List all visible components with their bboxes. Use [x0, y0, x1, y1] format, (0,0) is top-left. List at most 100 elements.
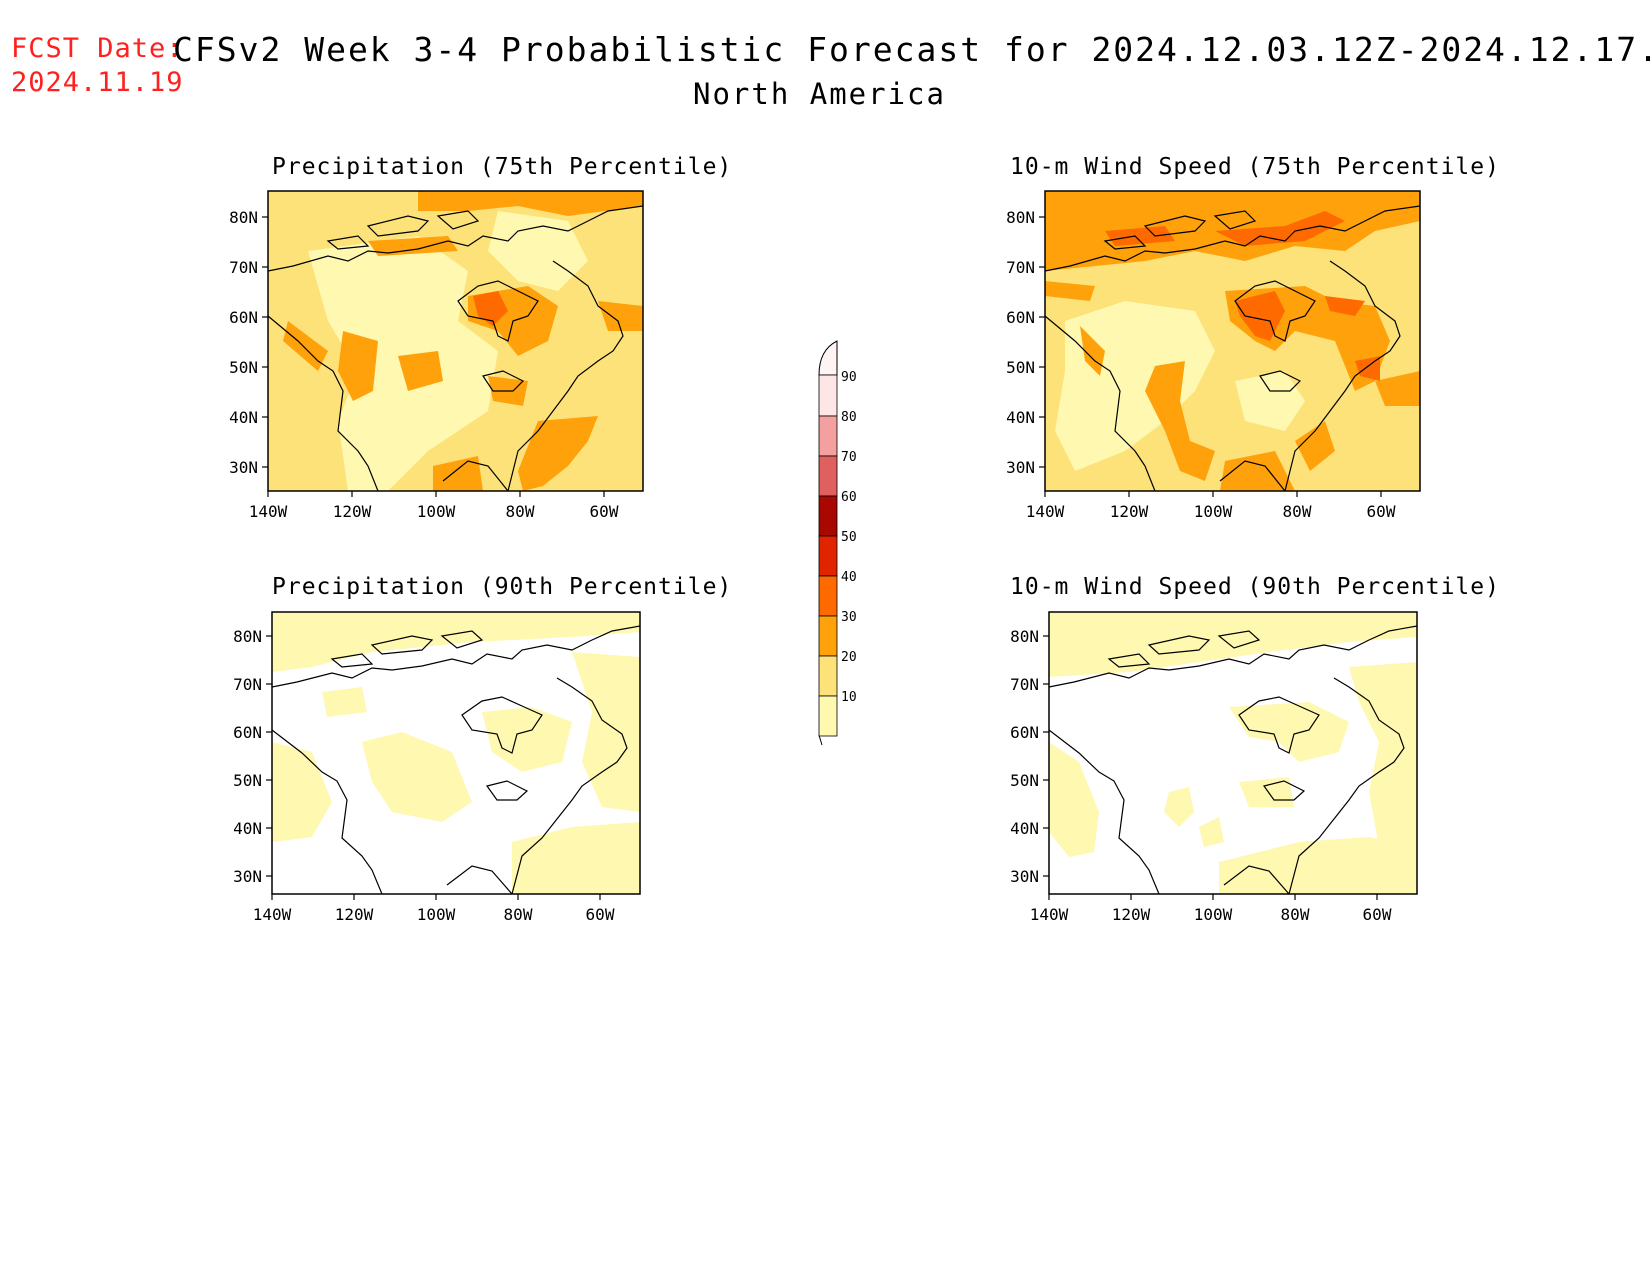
colorbar-label: 70	[841, 450, 857, 465]
low-probability-area	[272, 612, 640, 672]
y-tick-label: 70N	[1010, 675, 1039, 694]
map-panel-wind-90: 140W 120W 100W 80W 60W 80N 70N 60N 50N 4…	[1010, 611, 1418, 924]
y-tick-label: 30N	[229, 458, 258, 477]
y-tick-label: 40N	[233, 819, 262, 838]
map-panel-precip-75: 140W 120W 100W 80W 60W 80N 70N 60N 50N 4…	[229, 190, 644, 521]
high-probability-area	[1105, 226, 1175, 246]
low-probability-area	[1164, 787, 1194, 827]
y-tick-label: 30N	[1010, 867, 1039, 886]
y-axis-ticks	[262, 216, 268, 468]
y-tick-label: 60N	[229, 308, 258, 327]
x-tick-label: 80W	[504, 905, 533, 924]
low-probability-area	[322, 687, 367, 717]
y-axis-ticks	[1039, 216, 1045, 468]
x-axis-ticks	[271, 894, 601, 900]
coastlines	[1048, 625, 1418, 895]
colorbar-swatch	[818, 495, 838, 537]
y-tick-label: 40N	[1006, 408, 1035, 427]
low-probability-area	[1235, 371, 1305, 431]
low-probability-area	[362, 732, 472, 822]
y-tick-label: 70N	[1006, 258, 1035, 277]
coastlines	[271, 625, 641, 895]
x-tick-label: 140W	[1026, 502, 1065, 521]
page-title: CFSv2 Week 3-4 Probabilistic Forecast fo…	[173, 30, 1650, 69]
x-tick-label: 140W	[1030, 905, 1069, 924]
x-axis-ticks	[267, 491, 605, 497]
moderate-probability-area	[418, 191, 643, 216]
colorbar-swatch	[818, 535, 838, 577]
moderate-probability-area	[283, 321, 328, 371]
low-probability-area	[482, 707, 572, 772]
y-tick-label: 80N	[1006, 208, 1035, 227]
colorbar-label: 30	[841, 610, 857, 625]
moderate-probability-area	[338, 331, 378, 401]
x-tick-label: 80W	[506, 502, 535, 521]
x-tick-label: 100W	[417, 905, 456, 924]
y-tick-label: 50N	[1010, 771, 1039, 790]
high-probability-area	[473, 291, 508, 326]
coastlines	[267, 205, 644, 492]
y-tick-label: 60N	[1010, 723, 1039, 742]
y-tick-label: 50N	[233, 771, 262, 790]
x-tick-label: 100W	[417, 502, 456, 521]
x-tick-label: 60W	[1363, 905, 1392, 924]
panel-title-wind-75: 10-m Wind Speed (75th Percentile)	[1010, 154, 1500, 180]
moderate-probability-area	[1145, 361, 1215, 481]
x-tick-label: 120W	[335, 905, 374, 924]
colorbar-swatch	[818, 374, 838, 417]
y-tick-label: 60N	[1006, 308, 1035, 327]
y-tick-label: 30N	[233, 867, 262, 886]
moderate-probability-area	[518, 416, 598, 491]
high-probability-area	[1325, 296, 1365, 316]
x-tick-label: 80W	[1283, 502, 1312, 521]
map-panel-wind-75: 140W 120W 100W 80W 60W 80N 70N 60N 50N 4…	[1006, 190, 1421, 521]
low-probability-area	[1229, 702, 1349, 762]
x-tick-label: 60W	[586, 905, 615, 924]
colorbar-label: 80	[841, 410, 857, 425]
low-probability-area	[1049, 612, 1417, 677]
y-tick-label: 80N	[1010, 627, 1039, 646]
colorbar-label: 40	[841, 570, 857, 585]
x-tick-label: 60W	[590, 502, 619, 521]
y-tick-label: 30N	[1006, 458, 1035, 477]
colorbar-swatch	[818, 695, 838, 737]
colorbar-bottom-cap	[818, 735, 823, 746]
moderate-probability-area	[598, 301, 643, 331]
panel-title-wind-90: 10-m Wind Speed (90th Percentile)	[1010, 574, 1500, 600]
x-tick-label: 80W	[1281, 905, 1310, 924]
moderate-probability-area	[1295, 421, 1335, 471]
region-subtitle: North America	[693, 77, 946, 111]
x-tick-label: 120W	[333, 502, 372, 521]
low-probability-area	[1219, 837, 1417, 894]
y-tick-label: 40N	[229, 408, 258, 427]
colorbar-label: 50	[841, 530, 857, 545]
y-tick-label: 80N	[229, 208, 258, 227]
y-axis-ticks	[266, 635, 272, 877]
x-tick-label: 120W	[1110, 502, 1149, 521]
panel-title-precip-90: Precipitation (90th Percentile)	[272, 574, 733, 600]
y-axis-ticks	[1043, 635, 1049, 877]
y-tick-label: 70N	[229, 258, 258, 277]
colorbar-label: 90	[841, 370, 857, 385]
low-probability-area	[512, 822, 640, 894]
x-axis-ticks	[1048, 894, 1378, 900]
y-tick-label: 40N	[1010, 819, 1039, 838]
y-tick-label: 50N	[229, 358, 258, 377]
x-tick-label: 100W	[1194, 502, 1233, 521]
high-probability-area	[1215, 211, 1345, 246]
low-probability-area	[1049, 742, 1099, 857]
colorbar-top-cap	[818, 340, 838, 376]
y-tick-label: 50N	[1006, 358, 1035, 377]
colorbar-swatch	[818, 655, 838, 697]
moderate-probability-area	[398, 351, 443, 391]
x-tick-label: 140W	[249, 502, 288, 521]
moderate-probability-area	[1045, 281, 1095, 301]
x-tick-label: 120W	[1112, 905, 1151, 924]
x-axis-ticks	[1044, 491, 1382, 497]
colorbar-swatch	[818, 615, 838, 657]
colorbar-swatch	[818, 575, 838, 617]
x-tick-label: 100W	[1194, 905, 1233, 924]
forecast-date-value: 2024.11.19	[11, 67, 184, 98]
map-panel-precip-90: 140W 120W 100W 80W 60W 80N 70N 60N 50N 4…	[233, 611, 641, 924]
x-tick-label: 140W	[253, 905, 292, 924]
